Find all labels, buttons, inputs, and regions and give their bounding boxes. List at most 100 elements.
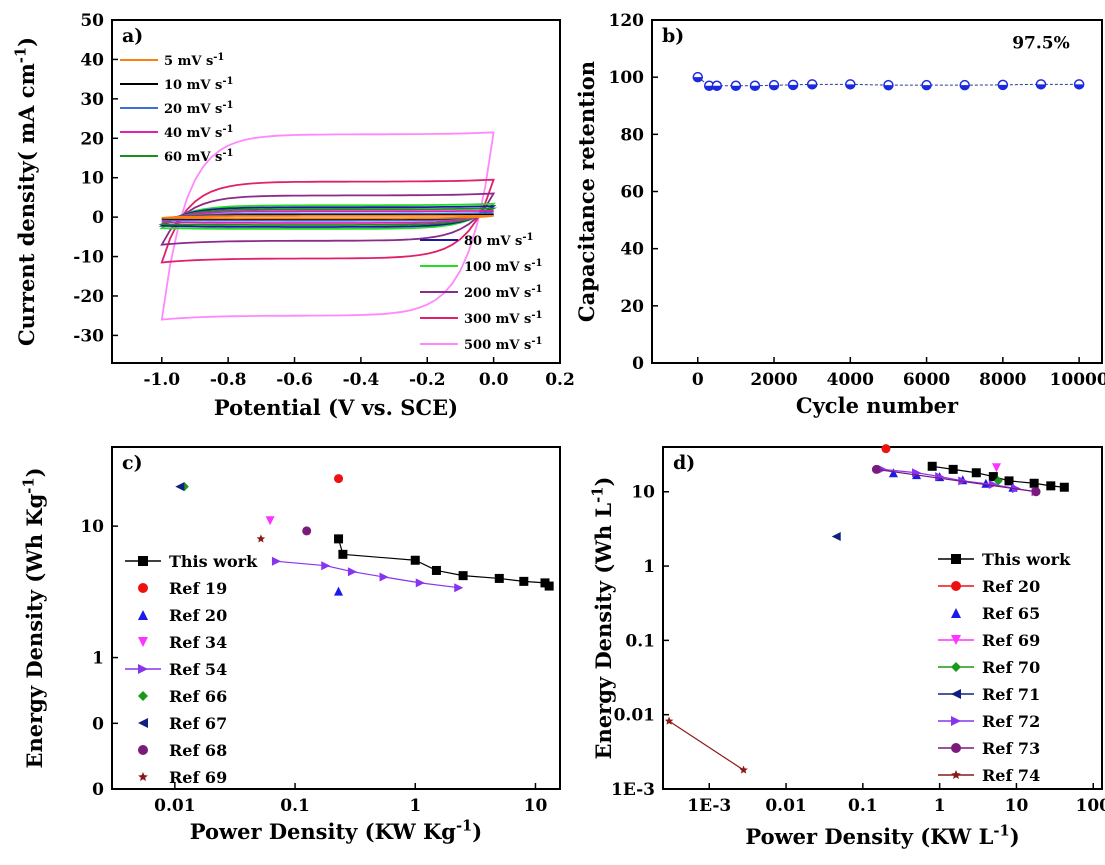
x-tick-label: 0.2 — [545, 370, 575, 390]
y-tick-label: 10 — [80, 169, 104, 189]
data-point — [971, 468, 981, 478]
data-point — [544, 581, 554, 591]
cv-curve — [161, 212, 494, 222]
data-point — [993, 476, 1003, 486]
x-tick-label: 0.01 — [765, 796, 806, 816]
panel-d: 1E-3 0.01 0.1 1 10 100 1E-3 0.01 0.1 1 10 d) Power D… — [590, 444, 1105, 849]
x-tick-label: 0.01 — [154, 796, 195, 816]
cv-curve — [158, 207, 498, 226]
data-point — [334, 534, 344, 544]
x-tick-label: -0.2 — [409, 370, 446, 390]
data-point — [138, 664, 148, 674]
data-point-fill — [712, 85, 722, 91]
data-point — [138, 745, 148, 755]
legend-label: Ref 71 — [982, 685, 1040, 704]
x-axis-label: Potential (V vs. SCE) — [214, 395, 458, 420]
data-point — [1029, 478, 1039, 488]
cv-curve — [161, 215, 494, 220]
data-point — [379, 572, 389, 582]
cv-curve — [160, 192, 496, 246]
data-point — [347, 567, 357, 577]
panel-c: 0.01 0.1 1 10 0 0 1 10 c) Power Density (KW Kg-1)… — [21, 446, 561, 844]
x-tick-label: 0.0 — [479, 370, 509, 390]
plot-frame — [111, 446, 561, 790]
x-tick-label: 10 — [524, 796, 548, 816]
x-axis-label: Power Density (KW Kg-1) — [190, 818, 482, 844]
series-line — [668, 720, 744, 771]
legend-label: Ref 54 — [169, 660, 227, 679]
data-point — [951, 662, 961, 672]
data-point — [454, 583, 464, 593]
y-tick-label: 10 — [631, 483, 655, 503]
legend-label: 200 mV s-1 — [464, 284, 542, 301]
data-point — [1004, 476, 1014, 486]
y-tick-label: 60 — [620, 183, 644, 203]
data-point — [410, 555, 420, 565]
data-point — [935, 472, 945, 482]
data-point — [831, 531, 841, 541]
data-point — [988, 472, 998, 482]
legend-label: Ref 69 — [169, 768, 227, 787]
data-point-fill — [998, 84, 1008, 90]
legend-label: Ref 19 — [169, 579, 227, 598]
legend-label: Ref 20 — [169, 606, 227, 625]
data-point — [951, 770, 961, 780]
data-point — [138, 610, 148, 620]
data-point — [951, 581, 961, 591]
data-point — [138, 772, 148, 782]
legend-label: Ref 73 — [982, 739, 1040, 758]
data-point-fill — [693, 77, 703, 82]
legend-label: Ref 34 — [169, 633, 227, 652]
data-point-fill — [883, 85, 893, 90]
y-tick-label: 0.1 — [625, 631, 655, 651]
series-line — [876, 468, 1037, 493]
data-point — [951, 689, 961, 699]
plot-frame — [651, 19, 1103, 364]
panel-label: a) — [122, 25, 143, 47]
data-point — [951, 716, 961, 726]
data-point-fill — [1036, 84, 1046, 89]
legend-label: 500 mV s-1 — [464, 336, 542, 353]
data-point-fill — [960, 85, 970, 90]
y-tick-label: 0 — [92, 714, 104, 734]
y-tick-label: 0.01 — [614, 706, 655, 726]
cv-curve — [160, 178, 495, 264]
panel-label: c) — [122, 452, 143, 474]
legend-label: 80 mV s-1 — [464, 232, 533, 249]
x-tick-label: 10 — [1005, 796, 1029, 816]
x-tick-label: 0.1 — [848, 796, 878, 816]
legend-label: Ref 70 — [982, 658, 1040, 677]
legend-label: Ref 68 — [169, 741, 227, 760]
x-tick-label: 0.1 — [280, 796, 310, 816]
y-tick-label: 20 — [80, 129, 104, 149]
x-tick-label: 2000 — [750, 370, 797, 390]
cv-curve — [159, 202, 497, 230]
data-point — [302, 526, 312, 536]
data-point — [138, 637, 148, 647]
panel-label: b) — [662, 25, 684, 47]
y-axis-label: Current density( mA cm-1) — [13, 37, 39, 346]
data-point-fill — [769, 85, 779, 90]
plot-frame — [111, 19, 561, 364]
data-point-fill — [922, 85, 932, 90]
data-point-fill — [704, 85, 714, 91]
legend-label: 100 mV s-1 — [464, 258, 542, 275]
data-point — [138, 718, 148, 728]
data-point — [992, 463, 1002, 473]
x-tick-label: 1 — [409, 796, 421, 816]
y-tick-label: 80 — [620, 125, 644, 145]
data-point-fill — [807, 84, 817, 89]
data-point — [1059, 482, 1069, 492]
panel-a: -1.0 -0.8 -0.6 -0.4 -0.2 0.0 0.2 -30 -20 -10 0 10 20… — [13, 11, 575, 420]
data-point — [927, 461, 937, 471]
data-point — [519, 576, 529, 586]
y-tick-label: -10 — [73, 248, 104, 268]
data-point — [265, 516, 275, 526]
data-point — [256, 534, 266, 543]
data-point — [951, 608, 961, 618]
y-tick-label: 0 — [92, 208, 104, 228]
legend-label: This work — [169, 552, 258, 571]
x-tick-label: 6000 — [903, 370, 950, 390]
x-tick-label: -0.6 — [276, 370, 313, 390]
data-point-fill — [731, 85, 741, 91]
